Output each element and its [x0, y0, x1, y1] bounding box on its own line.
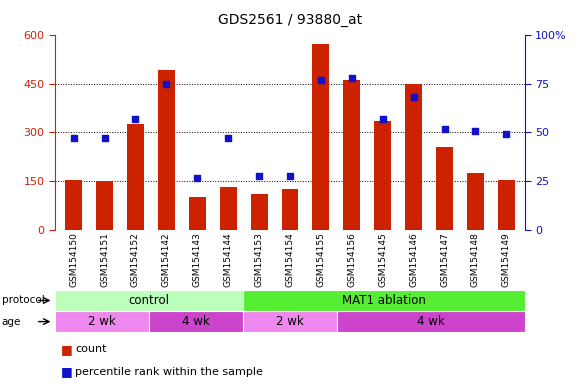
Text: MAT1 ablation: MAT1 ablation	[342, 294, 426, 307]
Bar	[281, 189, 299, 230]
Point	[440, 126, 449, 132]
Point	[223, 135, 233, 141]
Point	[347, 74, 357, 81]
Text: GSM154150: GSM154150	[69, 232, 78, 287]
Bar	[498, 180, 515, 230]
Point	[316, 76, 325, 83]
Point	[69, 135, 78, 141]
Text: GSM154148: GSM154148	[471, 232, 480, 287]
Text: GSM154145: GSM154145	[378, 232, 387, 287]
Text: GSM154142: GSM154142	[162, 232, 171, 287]
Bar	[65, 180, 82, 230]
Point	[100, 135, 109, 141]
Bar	[436, 147, 453, 230]
Text: ■: ■	[61, 343, 72, 356]
Bar	[343, 80, 360, 230]
Bar	[243, 290, 525, 311]
Point	[502, 131, 511, 137]
Point	[285, 172, 295, 179]
Text: GSM154146: GSM154146	[409, 232, 418, 287]
Text: 2 wk: 2 wk	[276, 315, 304, 328]
Text: GSM154153: GSM154153	[255, 232, 263, 287]
Point	[193, 174, 202, 180]
Text: control: control	[129, 294, 169, 307]
Text: percentile rank within the sample: percentile rank within the sample	[75, 367, 263, 377]
Bar	[337, 311, 525, 332]
Point	[409, 94, 418, 100]
Text: age: age	[2, 316, 21, 327]
Text: ■: ■	[61, 365, 72, 378]
Text: GSM154144: GSM154144	[224, 232, 233, 287]
Text: GSM154156: GSM154156	[347, 232, 356, 287]
Bar	[188, 197, 206, 230]
Bar	[96, 181, 113, 230]
Bar	[251, 194, 267, 230]
Bar	[127, 124, 144, 230]
Bar	[149, 311, 243, 332]
Bar	[467, 173, 484, 230]
Point	[131, 116, 140, 122]
Text: GSM154143: GSM154143	[193, 232, 202, 287]
Text: count: count	[75, 344, 107, 354]
Bar	[55, 290, 243, 311]
Text: GSM154155: GSM154155	[317, 232, 325, 287]
Bar	[55, 311, 149, 332]
Point	[255, 172, 264, 179]
Point	[378, 116, 387, 122]
Bar	[220, 187, 237, 230]
Point	[471, 127, 480, 134]
Text: 4 wk: 4 wk	[182, 315, 210, 328]
Text: GSM154154: GSM154154	[285, 232, 295, 287]
Text: GSM154149: GSM154149	[502, 232, 511, 287]
Text: GSM154151: GSM154151	[100, 232, 109, 287]
Point	[162, 81, 171, 87]
Text: GDS2561 / 93880_at: GDS2561 / 93880_at	[218, 13, 362, 27]
Bar	[243, 311, 337, 332]
Text: protocol: protocol	[2, 295, 45, 306]
Text: GSM154147: GSM154147	[440, 232, 449, 287]
Bar	[405, 84, 422, 230]
Bar	[313, 45, 329, 230]
Bar	[374, 121, 392, 230]
Text: GSM154152: GSM154152	[131, 232, 140, 287]
Bar	[158, 71, 175, 230]
Text: 4 wk: 4 wk	[417, 315, 445, 328]
Text: 2 wk: 2 wk	[88, 315, 116, 328]
